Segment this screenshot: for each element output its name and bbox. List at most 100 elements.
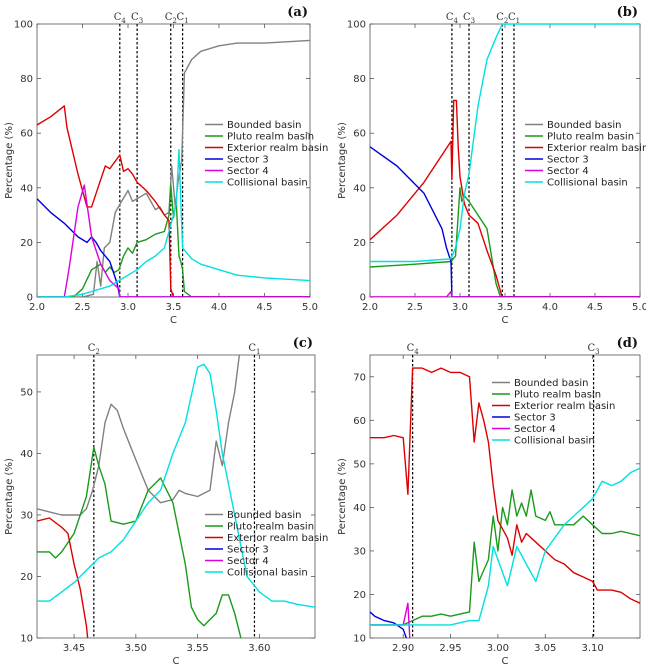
legend-label: Collisional basin <box>227 568 308 579</box>
series-line <box>370 467 640 626</box>
y-tick-label: 40 <box>353 503 366 514</box>
legend-label: Pluto realm basin <box>227 132 314 143</box>
y-tick-label: 10 <box>353 634 366 645</box>
legend-label: Collisional basin <box>227 178 308 189</box>
series-line <box>37 198 310 297</box>
x-tick-label: 5.0 <box>302 302 318 313</box>
y-tick-label: 30 <box>20 510 33 521</box>
x-axis-label: C <box>502 315 509 326</box>
y-tick-label: 100 <box>347 20 366 31</box>
series-line <box>37 148 310 297</box>
critical-line-letter: C <box>114 12 122 23</box>
x-tick-label: 3.00 <box>487 643 509 654</box>
legend-label: Sector 4 <box>514 424 556 435</box>
legend-label: Bounded basin <box>227 510 301 521</box>
series-group <box>37 355 315 638</box>
y-tick-label: 50 <box>353 459 366 470</box>
critical-line-label: C3 <box>463 12 475 25</box>
legend-label: Pluto realm basin <box>227 522 314 533</box>
critical-line-label: C3 <box>131 12 143 25</box>
y-tick-label: 20 <box>353 590 366 601</box>
legend-label: Exterior realm basin <box>547 143 646 154</box>
critical-line-letter: C <box>177 12 185 23</box>
legend-label: Sector 3 <box>227 545 269 556</box>
x-tick-label: 3.5 <box>497 302 513 313</box>
critical-line-letter: C <box>248 343 256 354</box>
x-tick-label: 3.45 <box>63 643 85 654</box>
critical-line-letter: C <box>131 12 139 23</box>
x-axis-label: C <box>173 656 180 667</box>
x-tick-label: 4.0 <box>542 302 558 313</box>
plot-frame <box>36 23 311 298</box>
panel-label: (b) <box>617 5 638 20</box>
y-tick-label: 40 <box>353 183 366 194</box>
x-tick-label: 3.0 <box>452 302 468 313</box>
y-tick-label: 0 <box>27 293 33 304</box>
y-tick-label: 40 <box>20 183 33 194</box>
plot-frame <box>36 354 316 639</box>
x-tick-label: 2.0 <box>362 302 378 313</box>
series-line <box>37 105 310 297</box>
series-line <box>370 146 640 297</box>
legend-label: Sector 3 <box>514 413 556 424</box>
x-tick-label: 3.60 <box>248 643 270 654</box>
critical-line-subscript: 3 <box>471 17 475 25</box>
legend-label: Sector 3 <box>227 155 269 166</box>
critical-line-letter: C <box>588 343 596 354</box>
critical-line-subscript: 3 <box>139 17 143 25</box>
legend-label: Pluto realm basin <box>514 390 601 401</box>
plot-frame <box>369 23 641 298</box>
legend-label: Sector 4 <box>227 556 269 567</box>
x-tick-label: 5.0 <box>632 302 646 313</box>
critical-line-label: C2 <box>88 343 100 356</box>
legend-label: Exterior realm basin <box>227 143 328 154</box>
panel-1: 2.0 2.5 3.0 3.5 4.0 4.5 5.0 0 20 40 60 80 100 C Percen… <box>337 5 646 326</box>
legend-label: Bounded basin <box>514 378 588 389</box>
critical-line-label: C1 <box>508 12 520 25</box>
series-line <box>370 611 408 638</box>
series-line <box>370 99 640 297</box>
critical-line-letter: C <box>165 12 173 23</box>
legend-label: Collisional basin <box>547 178 628 189</box>
x-tick-label: 3.5 <box>166 302 182 313</box>
x-tick-label: 2.90 <box>392 643 414 654</box>
y-axis-label: Percentage (%) <box>4 122 15 199</box>
critical-line-letter: C <box>508 12 516 23</box>
critical-line-letter: C <box>88 343 96 354</box>
x-tick-label: 4.5 <box>587 302 603 313</box>
y-tick-label: 60 <box>353 416 366 427</box>
y-tick-label: 80 <box>20 74 33 85</box>
critical-line-label: C4 <box>407 343 420 356</box>
legend-label: Bounded basin <box>547 120 621 131</box>
critical-line-subscript: 2 <box>504 17 508 25</box>
x-tick-label: 3.0 <box>120 302 136 313</box>
y-axis-label: Percentage (%) <box>337 122 348 199</box>
x-tick-label: 2.5 <box>75 302 91 313</box>
critical-line-subscript: 1 <box>516 17 520 25</box>
series-line <box>370 290 640 297</box>
critical-line-label: C1 <box>248 343 260 356</box>
y-tick-label: 20 <box>20 572 33 583</box>
critical-line-subscript: 4 <box>414 348 419 356</box>
y-tick-label: 20 <box>353 238 366 249</box>
x-tick-label: 4.0 <box>211 302 227 313</box>
series-group <box>370 24 640 297</box>
legend-label: Exterior realm basin <box>514 401 615 412</box>
legend-label: Pluto realm basin <box>547 132 634 143</box>
y-tick-label: 100 <box>14 20 33 31</box>
x-axis-label: C <box>502 656 509 667</box>
y-tick-label: 50 <box>20 387 33 398</box>
series-line <box>37 39 310 297</box>
panel-label: (c) <box>293 336 313 351</box>
critical-line-subscript: 2 <box>95 348 99 356</box>
critical-line-label: C3 <box>588 343 600 356</box>
legend-label: Collisional basin <box>514 436 595 447</box>
series-line <box>37 355 241 516</box>
x-tick-label: 2.0 <box>29 302 45 313</box>
y-axis-label: Percentage (%) <box>4 458 15 535</box>
critical-line-letter: C <box>463 12 471 23</box>
legend-label: Sector 3 <box>547 155 589 166</box>
x-tick-label: 2.5 <box>407 302 423 313</box>
critical-line-letter: C <box>446 12 454 23</box>
